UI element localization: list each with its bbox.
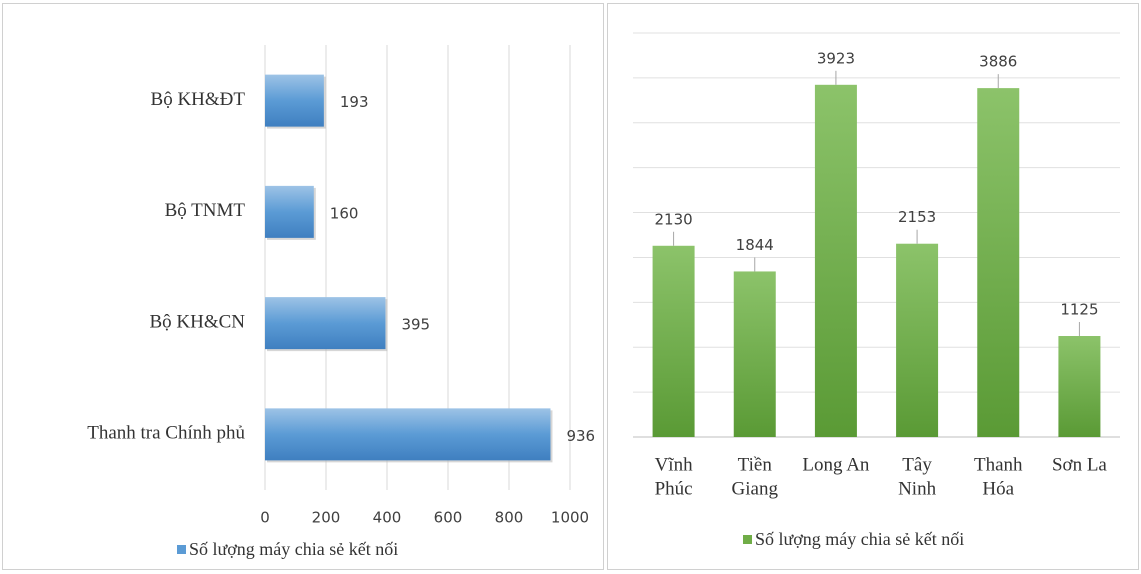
data-label: 3886 bbox=[979, 53, 1017, 71]
data-label: 3923 bbox=[817, 49, 855, 67]
data-label: 936 bbox=[566, 427, 595, 445]
x-tick-label: Phúc bbox=[655, 478, 693, 499]
y-tick-label: Thanh tra Chính phủ bbox=[87, 423, 245, 444]
y-tick-label: Bộ KH&CN bbox=[149, 311, 245, 332]
x-tick-label: 1000 bbox=[551, 509, 589, 527]
bar bbox=[265, 297, 386, 350]
x-tick-label: Hóa bbox=[982, 478, 1014, 499]
bar bbox=[265, 408, 551, 461]
data-label: 160 bbox=[330, 204, 359, 222]
x-tick-label: 800 bbox=[495, 509, 524, 527]
panel-border bbox=[607, 3, 1139, 570]
bar bbox=[265, 185, 314, 238]
x-tick-label: Long An bbox=[802, 454, 870, 475]
x-tick-label: 400 bbox=[373, 509, 402, 527]
legend-swatch bbox=[177, 545, 186, 554]
data-label: 2153 bbox=[898, 208, 936, 226]
x-tick-label: 600 bbox=[434, 509, 463, 527]
legend-swatch bbox=[743, 535, 752, 544]
bar bbox=[814, 84, 857, 437]
panel-border bbox=[2, 3, 604, 570]
bar bbox=[733, 271, 776, 437]
x-tick-label: Tiền bbox=[738, 454, 773, 475]
data-label: 1844 bbox=[736, 236, 774, 254]
y-tick-label: Bộ KH&ĐT bbox=[151, 89, 246, 110]
data-label: 1125 bbox=[1060, 301, 1098, 319]
x-tick-label: Vĩnh bbox=[655, 454, 694, 475]
bar bbox=[652, 245, 695, 437]
legend-label: Số lượng máy chia sẻ kết nối bbox=[189, 539, 398, 559]
x-tick-label: Ninh bbox=[898, 478, 937, 499]
x-tick-label: 200 bbox=[312, 509, 341, 527]
y-tick-label: Bộ TNMT bbox=[165, 200, 246, 221]
x-tick-label: Giang bbox=[732, 478, 779, 499]
legend-label: Số lượng máy chia sẻ kết nối bbox=[755, 529, 964, 549]
data-label: 2130 bbox=[654, 210, 692, 228]
x-tick-label: Thanh bbox=[974, 454, 1023, 475]
bar bbox=[977, 88, 1020, 437]
data-label: 193 bbox=[340, 93, 369, 111]
x-tick-label: Sơn La bbox=[1052, 454, 1107, 475]
data-label: 395 bbox=[401, 316, 430, 334]
bar bbox=[1058, 336, 1101, 437]
bar bbox=[265, 74, 324, 127]
x-tick-label: 0 bbox=[260, 509, 270, 527]
x-tick-label: Tây bbox=[902, 454, 932, 475]
bar bbox=[896, 243, 939, 437]
